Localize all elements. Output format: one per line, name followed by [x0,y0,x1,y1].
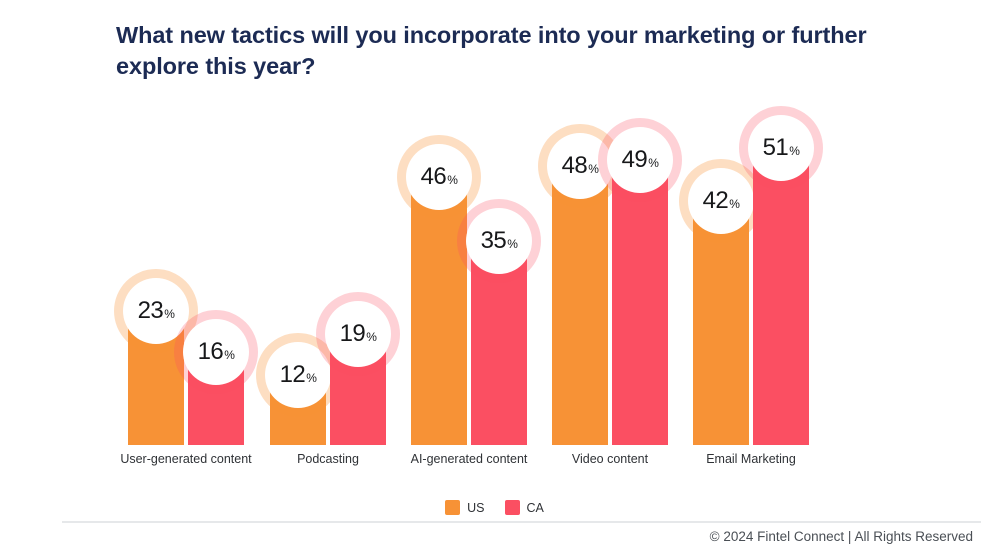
percent-sign: % [588,162,599,176]
value-disc: 48% [547,133,613,199]
value-disc: 35% [466,208,532,274]
value-disc: 23% [123,278,189,344]
value-bubble: 35% [457,199,541,283]
bar-group: 23% 16% [114,115,258,445]
value-number: 12 [279,361,306,388]
bar-rect [552,166,608,445]
percent-sign: % [366,330,377,344]
bar-us[interactable]: 46% [397,135,481,445]
value-label: 51% [763,136,800,160]
value-label: 49% [622,148,659,172]
bar-group: 12% 19% [256,115,400,445]
value-label: 48% [562,154,599,178]
value-number: 49 [621,146,648,173]
bar-us[interactable]: 23% [114,269,198,445]
page-title: What new tactics will you incorporate in… [116,22,867,80]
bar-group: 48% 49% [538,115,682,445]
value-disc: 19% [325,301,391,367]
value-bubble: 49% [598,118,682,202]
footer-divider [62,521,981,523]
bar-ca[interactable]: 16% [174,310,258,445]
percent-sign: % [306,371,317,385]
value-number: 51 [762,134,789,161]
value-number: 16 [197,338,224,365]
bar-rect [612,160,668,445]
value-disc: 49% [607,127,673,193]
bar-ca[interactable]: 35% [457,199,541,445]
value-label: 16% [198,340,235,364]
value-label: 23% [138,299,175,323]
value-bubble: 51% [739,106,823,190]
category-label: Email Marketing [706,452,796,466]
value-number: 35 [480,227,507,254]
value-label: 46% [421,165,458,189]
bar-ca[interactable]: 19% [316,292,400,445]
value-label: 12% [280,363,317,387]
percent-sign: % [164,307,175,321]
value-disc: 42% [688,168,754,234]
value-disc: 51% [748,115,814,181]
bar-group: 42% 51% [679,106,823,445]
value-bubble: 42% [679,159,763,243]
legend-swatch [504,500,520,515]
value-bubble: 19% [316,292,400,376]
legend-label: US [467,500,485,515]
value-bubble: 46% [397,135,481,219]
percent-sign: % [507,237,518,251]
percent-sign: % [648,156,659,170]
legend-item-us[interactable]: US [445,500,485,515]
value-number: 23 [137,297,164,324]
value-label: 35% [481,229,518,253]
value-disc: 12% [265,342,331,408]
value-disc: 46% [406,144,472,210]
bar-group: 46% 35% [397,115,541,445]
percent-sign: % [729,197,740,211]
footer-copyright: © 2024 Fintel Connect | All Rights Reser… [709,529,973,544]
value-bubble: 16% [174,310,258,394]
value-number: 19 [339,320,366,347]
value-number: 42 [702,187,729,214]
value-disc: 16% [183,319,249,385]
bar-rect [411,177,467,445]
value-bubble: 23% [114,269,198,353]
percent-sign: % [224,348,235,362]
bar-rect [471,241,527,445]
category-label: User-generated content [120,452,252,466]
bar-rect [753,148,809,445]
value-label: 19% [340,322,377,346]
value-number: 46 [420,163,447,190]
category-label: Podcasting [297,452,359,466]
legend-swatch [445,500,461,515]
value-number: 48 [561,152,588,179]
value-label: 42% [703,189,740,213]
value-bubble: 12% [256,333,340,417]
percent-sign: % [447,173,458,187]
chart-legend: US CA [0,500,989,515]
percent-sign: % [789,144,800,158]
bar-us[interactable]: 12% [256,333,340,445]
bar-ca[interactable]: 51% [739,106,823,445]
category-label: AI-generated content [410,452,528,466]
bar-rect [693,201,749,445]
bar-us[interactable]: 42% [679,159,763,445]
bar-ca[interactable]: 49% [598,118,682,445]
bar-us[interactable]: 48% [538,124,622,445]
legend-item-ca[interactable]: CA [504,500,544,515]
category-label: Video content [571,452,649,466]
legend-label: CA [526,500,544,515]
